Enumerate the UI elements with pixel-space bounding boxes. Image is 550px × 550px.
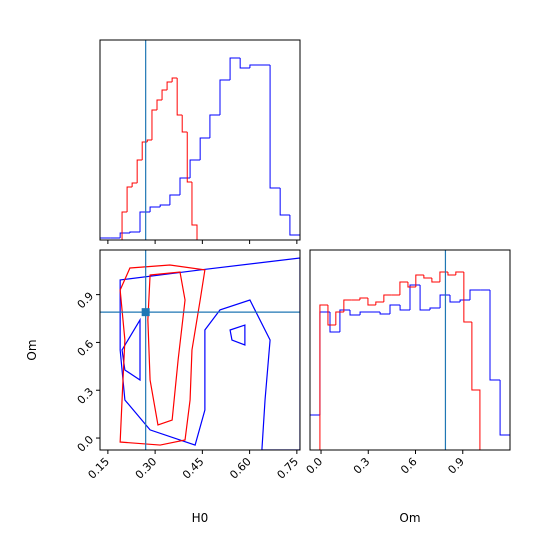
histogram-step: [136, 159, 143, 183]
histogram-step: [499, 380, 510, 450]
x-tick-label: 0.45: [180, 455, 207, 482]
histogram-step: [389, 304, 401, 314]
histogram-step: [181, 115, 188, 133]
histogram-step: [139, 211, 151, 232]
histogram-step: [131, 182, 138, 187]
histogram-step: [359, 311, 370, 315]
histogram-step: [209, 114, 220, 138]
histogram-step: [415, 274, 424, 287]
x-axis-label: H0: [192, 511, 209, 525]
histogram-step: [455, 271, 464, 275]
histogram-step: [176, 78, 183, 116]
histogram-step: [463, 272, 472, 323]
histogram-step: [161, 89, 168, 100]
histogram-step: [166, 81, 173, 90]
histogram-step: [151, 109, 158, 140]
histogram-step: [343, 299, 352, 312]
histogram-step: [327, 305, 336, 326]
histogram-step: [289, 215, 300, 240]
histogram-step: [359, 297, 368, 300]
truth-marker: [141, 308, 150, 317]
histogram-step: [447, 272, 456, 276]
histogram-step: [146, 139, 152, 142]
histogram-step: [459, 299, 470, 302]
histogram-step: [249, 64, 260, 68]
histogram-step: [191, 182, 198, 240]
panel-frame: [99, 249, 301, 451]
histogram-step: [419, 285, 430, 311]
histogram-step: [229, 57, 241, 80]
histogram-step: [407, 282, 416, 288]
panel-plot: [310, 250, 510, 450]
x-tick-label: 0.6: [398, 455, 420, 477]
x-tick-label: 0.0: [304, 455, 326, 477]
histogram-step: [423, 275, 432, 279]
histogram-step: [149, 206, 161, 212]
histogram-step: [431, 278, 440, 283]
histogram-step: [489, 290, 501, 381]
histogram-step: [171, 77, 178, 82]
histogram-step: [429, 307, 441, 310]
y-tick-label: 0.6: [75, 337, 97, 359]
panel-plot: [100, 40, 300, 240]
histogram-step: [199, 137, 210, 160]
contour-line: [119, 264, 206, 446]
histogram-step: [239, 58, 250, 69]
histogram-step: [349, 310, 361, 316]
histogram-step: [439, 271, 448, 282]
y-tick-label: 0.3: [75, 385, 97, 407]
histogram-step: [449, 295, 461, 303]
histogram-step: [375, 301, 384, 305]
histogram-step: [439, 294, 450, 308]
histogram-step: [399, 281, 408, 295]
histogram-step: [126, 186, 133, 212]
histogram-step: [100, 237, 111, 240]
histogram-step: [379, 312, 390, 315]
histogram-step: [409, 284, 421, 310]
y-tick-label: 0.0: [75, 433, 97, 455]
histogram-step: [383, 294, 392, 302]
x-tick-label: 0.60: [227, 455, 254, 482]
histogram-step: [169, 194, 180, 205]
histogram-step: [156, 99, 163, 110]
x-axis-label: Om: [399, 511, 420, 525]
histogram-step: [469, 289, 481, 300]
histogram-step: [329, 312, 340, 333]
histogram-step: [471, 322, 481, 450]
histogram-step: [319, 311, 330, 415]
contour-line: [229, 324, 246, 346]
histogram-step: [119, 232, 130, 238]
histogram-step: [219, 79, 231, 115]
histogram-step: [269, 65, 281, 189]
histogram-step: [141, 141, 148, 160]
panel-frame: [99, 39, 301, 241]
y-axis-label: Om: [25, 339, 39, 360]
y-tick-label: 0.9: [75, 290, 97, 312]
histogram-step: [335, 311, 344, 325]
histogram-step: [179, 177, 191, 195]
x-tick-label: 0.9: [445, 455, 467, 477]
panel-frame: [309, 249, 511, 451]
x-tick-label: 0.3: [351, 455, 373, 477]
histogram-step: [186, 132, 192, 183]
x-tick-label: 0.15: [86, 455, 113, 482]
histogram-step: [367, 298, 376, 306]
histogram-step: [339, 309, 350, 332]
histogram-step: [319, 304, 328, 450]
histogram-step: [399, 305, 410, 311]
histogram-step: [121, 211, 128, 240]
contour-line: [147, 271, 186, 426]
histogram-step: [189, 159, 201, 178]
x-tick-label: 0.30: [133, 455, 160, 482]
histogram-step: [129, 231, 140, 233]
panel-plot: [100, 250, 300, 450]
histogram-step: [279, 188, 290, 216]
histogram-step: [159, 204, 170, 207]
histogram-step: [310, 414, 320, 450]
x-tick-label: 0.75: [275, 455, 302, 482]
contour-line: [119, 257, 300, 450]
